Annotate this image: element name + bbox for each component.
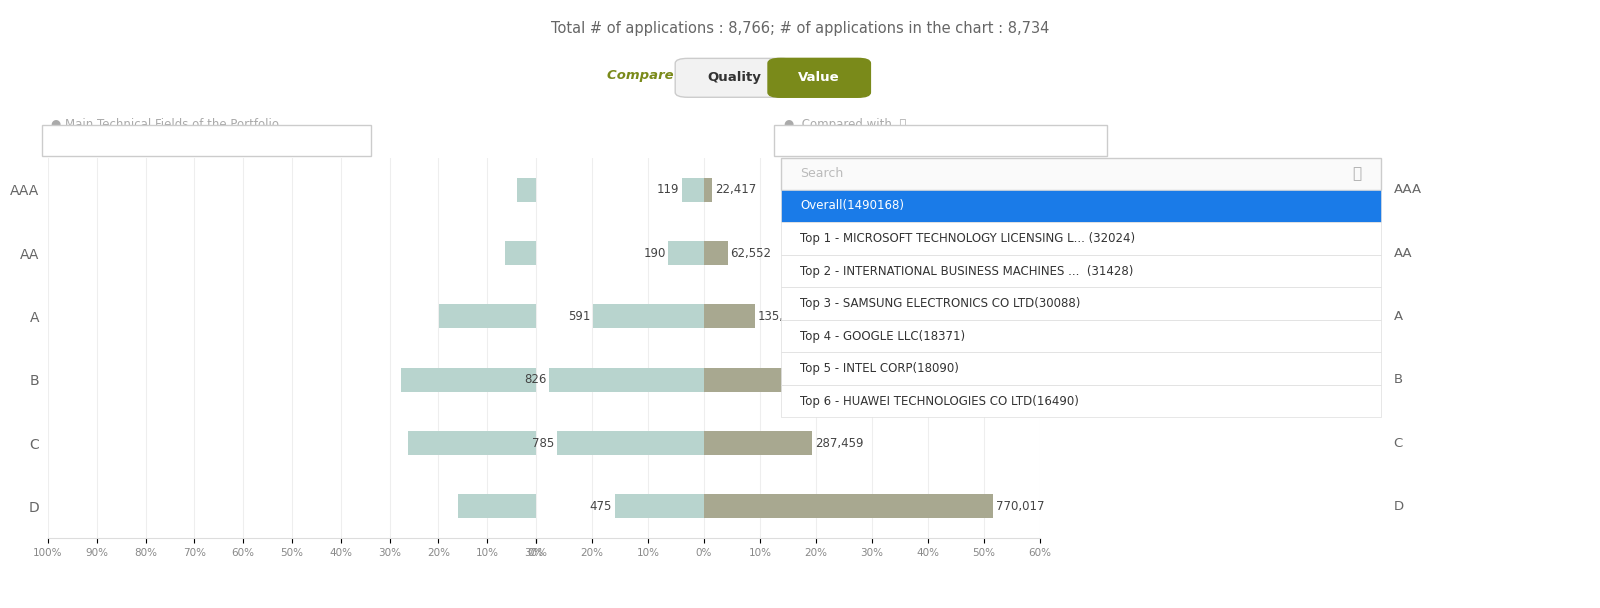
Bar xyxy=(704,368,784,392)
Text: ⌕: ⌕ xyxy=(1352,167,1362,181)
Text: 62,552: 62,552 xyxy=(730,247,771,260)
Text: 770,017: 770,017 xyxy=(997,500,1045,513)
Bar xyxy=(557,431,704,455)
Bar xyxy=(614,494,704,519)
Text: Top 6 - HUAWEI TECHNOLOGIES CO LTD(16490): Top 6 - HUAWEI TECHNOLOGIES CO LTD(16490… xyxy=(800,395,1078,407)
Bar xyxy=(402,368,536,392)
Text: Top 5 - INTEL CORP(18090): Top 5 - INTEL CORP(18090) xyxy=(800,362,958,375)
Text: ELECTRIC DIGITAL DATA PROCESSING(2,986): ELECTRIC DIGITAL DATA PROCESSING(2,986) xyxy=(61,136,310,145)
Text: 475: 475 xyxy=(590,500,613,513)
Bar xyxy=(506,241,536,265)
Bar xyxy=(704,178,712,202)
Bar xyxy=(669,241,704,265)
Bar xyxy=(704,305,755,328)
Text: Top 4 - GOOGLE LLC(18371): Top 4 - GOOGLE LLC(18371) xyxy=(800,330,965,342)
Bar xyxy=(549,368,704,392)
Text: ●  Compared with  ⓘ: ● Compared with ⓘ xyxy=(784,118,906,131)
Bar xyxy=(408,431,536,455)
Text: 119: 119 xyxy=(656,183,678,196)
Text: AA: AA xyxy=(1394,247,1413,260)
Text: Value: Value xyxy=(798,71,840,85)
Text: 212,624: 212,624 xyxy=(787,373,835,386)
Text: Quality: Quality xyxy=(707,71,762,85)
Text: 826: 826 xyxy=(523,373,546,386)
Text: Total # of applications : 8,766; # of applications in the chart : 8,734: Total # of applications : 8,766; # of ap… xyxy=(550,21,1050,36)
Bar xyxy=(704,241,728,265)
Bar xyxy=(682,178,704,202)
Text: 190: 190 xyxy=(643,247,666,260)
Bar xyxy=(440,305,536,328)
Text: 135,099: 135,099 xyxy=(757,310,806,323)
Text: Overall (1490168): Overall (1490168) xyxy=(794,136,896,145)
Text: Search: Search xyxy=(800,167,843,181)
Text: Overall(1490168): Overall(1490168) xyxy=(800,199,904,212)
Text: ▼: ▼ xyxy=(1083,136,1091,145)
Text: 785: 785 xyxy=(531,437,554,449)
Bar xyxy=(458,494,536,519)
Text: ▼: ▼ xyxy=(350,136,358,145)
Text: 22,417: 22,417 xyxy=(715,183,757,196)
Text: A: A xyxy=(1394,310,1403,323)
Text: B: B xyxy=(1394,373,1403,386)
Text: D: D xyxy=(1394,500,1403,513)
Text: Top 1 - MICROSOFT TECHNOLOGY LICENSING L... (32024): Top 1 - MICROSOFT TECHNOLOGY LICENSING L… xyxy=(800,232,1134,245)
Bar xyxy=(704,431,813,455)
Bar xyxy=(594,305,704,328)
Text: Compare :: Compare : xyxy=(606,69,683,83)
Bar xyxy=(704,494,994,519)
Text: ● Main Technical Fields of the Portfolio: ● Main Technical Fields of the Portfolio xyxy=(51,118,278,131)
Text: 287,459: 287,459 xyxy=(814,437,864,449)
Bar xyxy=(517,178,536,202)
Text: Top 3 - SAMSUNG ELECTRONICS CO LTD(30088): Top 3 - SAMSUNG ELECTRONICS CO LTD(30088… xyxy=(800,297,1080,310)
Text: C: C xyxy=(1394,437,1403,449)
Text: AAA: AAA xyxy=(1394,183,1422,196)
Text: 591: 591 xyxy=(568,310,590,323)
Text: Top 2 - INTERNATIONAL BUSINESS MACHINES ...  (31428): Top 2 - INTERNATIONAL BUSINESS MACHINES … xyxy=(800,264,1133,277)
